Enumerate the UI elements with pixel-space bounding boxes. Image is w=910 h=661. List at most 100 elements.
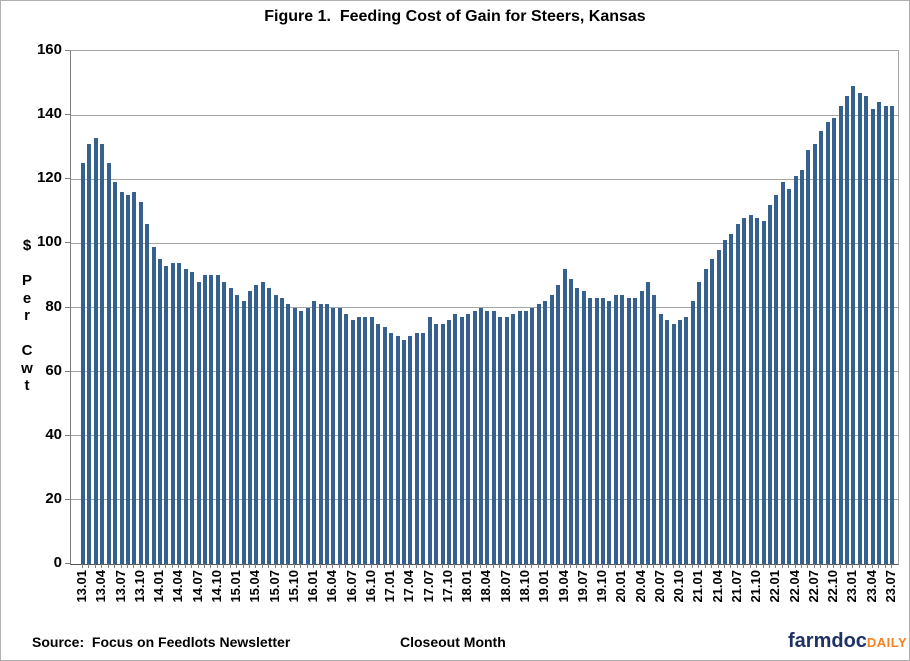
x-tick-label-13.01: 13.01 — [74, 570, 89, 618]
x-tick-mark-22.02 — [781, 564, 783, 568]
y-tick-label-20: 20 — [45, 489, 62, 507]
bar-15.12 — [305, 307, 310, 564]
x-tick-mark-22.05 — [801, 564, 803, 568]
x-tick-label-text: 16.01 — [305, 570, 321, 603]
x-tick-mark-23.04 — [871, 564, 873, 568]
bar-20.10 — [678, 320, 683, 564]
x-tick-mark-14.11 — [223, 564, 225, 568]
x-tick-mark-14.12 — [229, 564, 231, 568]
x-tick-mark-15.12 — [306, 564, 308, 568]
y-tick-mark-0 — [65, 563, 70, 564]
x-tick-mark-21.09 — [749, 564, 751, 568]
x-tick-mark-18.01 — [467, 564, 469, 568]
x-tick-label-text: 13.01 — [74, 570, 89, 603]
bar-20.04 — [639, 291, 644, 564]
bar-15.01 — [235, 294, 240, 564]
x-tick-label-text: 23.04 — [863, 570, 879, 603]
y-tick-label-0: 0 — [53, 554, 62, 571]
gridline-80 — [71, 307, 898, 308]
bar-16.01 — [312, 301, 317, 564]
x-tick-mark-19.04 — [563, 564, 565, 568]
y-tick-mark-60 — [65, 370, 70, 372]
x-tick-label-17.07: 17.07 — [421, 570, 436, 618]
bar-13.01 — [81, 163, 85, 564]
y-tick-label-120: 120 — [36, 169, 62, 187]
x-tick-mark-21.01 — [698, 564, 700, 568]
x-tick-label-text: 17.01 — [382, 570, 398, 603]
x-tick-mark-18.11 — [531, 564, 533, 568]
x-tick-mark-19.12 — [614, 564, 616, 568]
x-tick-mark-21.11 — [762, 564, 764, 568]
bar-20.09 — [671, 323, 676, 564]
x-tick-label-text: 21.07 — [728, 570, 744, 603]
bar-21.09 — [748, 214, 753, 564]
bar-16.10 — [369, 317, 374, 564]
x-tick-mark-20.03 — [634, 564, 636, 568]
x-tick-label-14.10: 14.10 — [209, 570, 224, 618]
x-tick-label-text: 23.01 — [844, 570, 860, 603]
bar-14.08 — [202, 275, 207, 564]
x-tick-mark-13.02 — [88, 564, 90, 568]
bar-21.11 — [761, 220, 766, 564]
x-tick-mark-14.01 — [159, 564, 161, 568]
x-tick-label-text: 13.07 — [112, 570, 128, 603]
x-tick-mark-14.04 — [178, 564, 180, 568]
x-tick-mark-21.10 — [756, 564, 758, 568]
x-tick-mark-23.05 — [878, 564, 880, 568]
bar-16.03 — [324, 304, 329, 564]
farmdoc-daily-logo: farmdocDAILY — [788, 630, 907, 653]
x-tick-label-text: 21.04 — [709, 570, 725, 603]
y-tick-mark-40 — [65, 434, 70, 436]
x-tick-label-22.07: 22.07 — [806, 570, 821, 618]
bar-18.11 — [530, 307, 535, 564]
bar-19.09 — [594, 297, 599, 564]
x-tick-mark-16.12 — [383, 564, 385, 568]
gridline-40 — [71, 435, 898, 437]
x-tick-label-13.07: 13.07 — [112, 570, 128, 618]
x-tick-label-13.10: 13.10 — [132, 570, 147, 618]
bar-23.01 — [851, 86, 856, 564]
bar-15.06 — [267, 288, 272, 564]
x-tick-mark-15.09 — [287, 564, 289, 568]
bar-18.08 — [511, 313, 516, 564]
x-tick-mark-13.11 — [146, 564, 148, 568]
bar-21.07 — [735, 224, 740, 564]
x-tick-label-text: 17.10 — [439, 570, 455, 603]
y-axis-title-char: $ — [22, 237, 32, 254]
x-tick-mark-14.08 — [203, 564, 205, 568]
bar-15.08 — [280, 297, 285, 564]
x-tick-mark-20.05 — [646, 564, 648, 568]
bar-20.01 — [620, 294, 625, 564]
bar-23.06 — [883, 105, 888, 564]
x-tick-mark-21.05 — [724, 564, 725, 568]
x-tick-mark-19.01 — [544, 564, 546, 568]
bar-21.10 — [755, 217, 760, 564]
y-axis-title-char: w — [21, 359, 33, 377]
bar-18.02 — [472, 310, 477, 564]
x-tick-mark-17.06 — [422, 564, 424, 568]
y-tick-label-80: 80 — [45, 297, 62, 315]
x-tick-label-text: 20.04 — [632, 570, 648, 603]
x-tick-mark-20.11 — [685, 564, 687, 568]
bar-17.12 — [459, 317, 464, 564]
bar-16.08 — [357, 317, 362, 564]
x-tick-label-19.01: 19.01 — [536, 570, 551, 618]
bar-13.10 — [138, 201, 143, 564]
bar-18.06 — [498, 317, 503, 564]
bar-19.04 — [562, 269, 567, 564]
y-tick-mark-100 — [65, 242, 70, 244]
x-tick-mark-15.05 — [261, 564, 263, 568]
x-tick-mark-17.09 — [441, 564, 443, 568]
x-tick-mark-16.04 — [332, 564, 334, 568]
x-tick-label-18.10: 18.10 — [517, 570, 532, 618]
bar-22.03 — [787, 188, 792, 564]
bar-13.06 — [113, 182, 118, 564]
x-tick-mark-14.03 — [171, 564, 173, 568]
bar-14.05 — [183, 269, 188, 564]
x-tick-label-text: 14.07 — [189, 570, 205, 603]
bar-17.01 — [389, 333, 394, 564]
x-tick-mark-15.11 — [300, 564, 302, 568]
x-tick-mark-18.05 — [492, 564, 494, 568]
bar-17.03 — [402, 339, 406, 564]
x-tick-mark-14.07 — [197, 564, 199, 568]
